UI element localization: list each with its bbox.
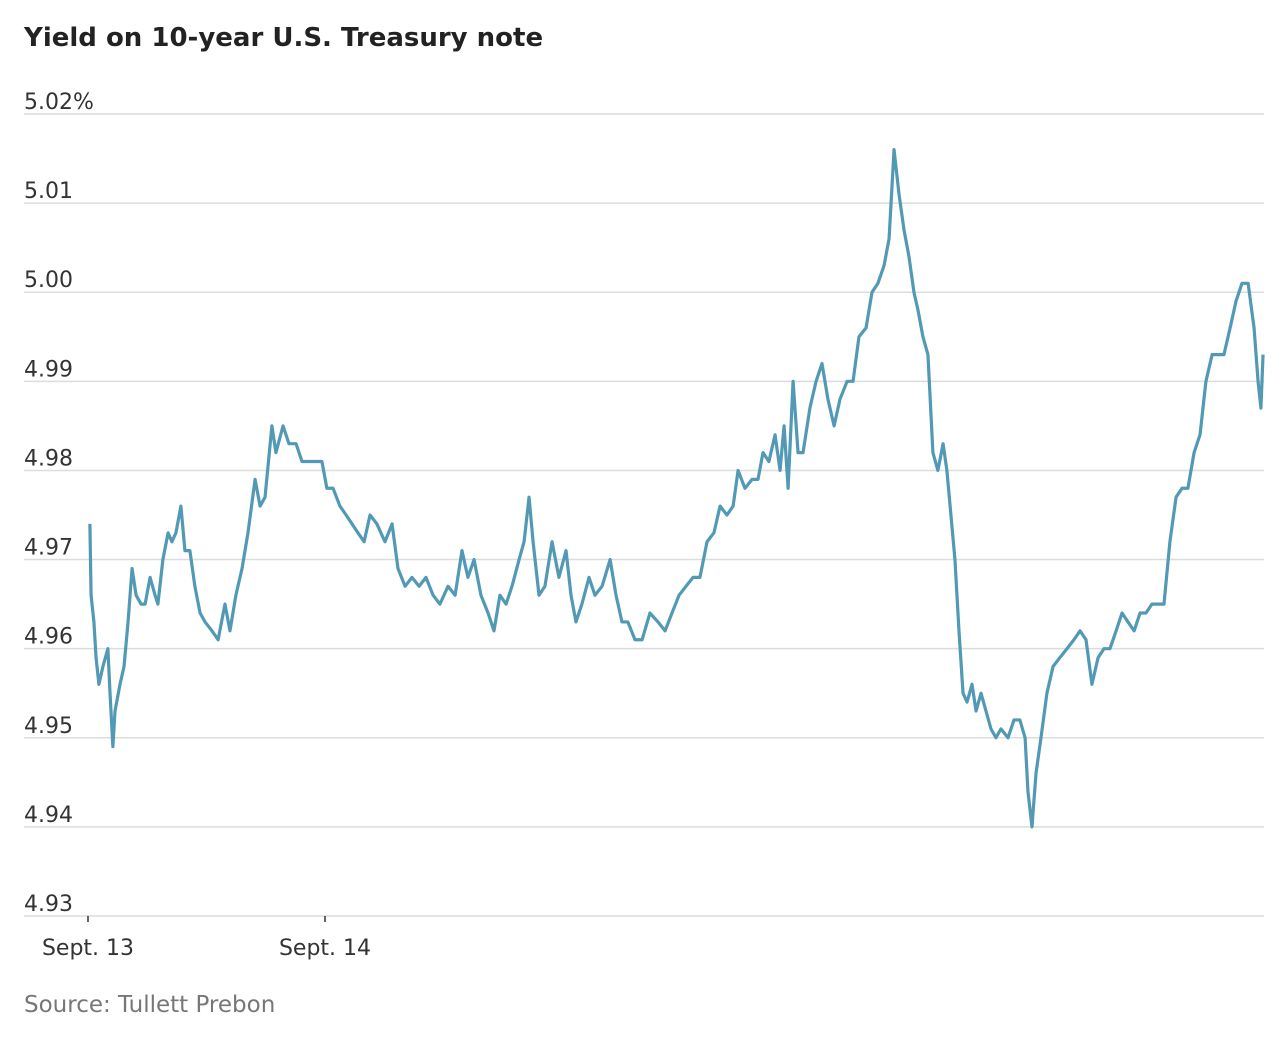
y-tick-label: 4.96: [24, 625, 73, 650]
y-tick-label: 5.00: [24, 268, 73, 293]
y-tick-label: 5.02%: [24, 90, 94, 115]
x-tick-label: Sept. 13: [42, 936, 134, 961]
y-tick-label: 4.99: [24, 357, 73, 382]
chart-title: Yield on 10-year U.S. Treasury note: [23, 23, 543, 53]
x-tick-label: Sept. 14: [279, 936, 371, 961]
y-tick-label: 4.93: [24, 892, 73, 917]
y-tick-label: 4.94: [24, 803, 73, 828]
data-line: [88, 148, 1265, 829]
source-note: Source: Tullett Prebon: [24, 992, 275, 1018]
y-tick-label: 4.98: [24, 446, 73, 471]
y-tick-label: 5.01: [24, 179, 73, 204]
y-tick-label: 4.97: [24, 536, 73, 561]
y-tick-label: 4.95: [24, 714, 73, 739]
